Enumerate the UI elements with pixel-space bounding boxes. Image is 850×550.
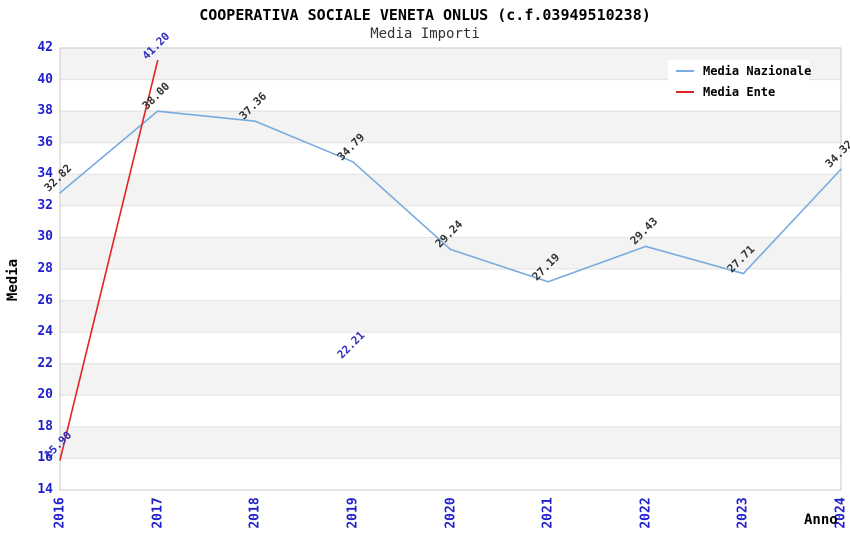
chart-subtitle: Media Importi <box>370 26 480 42</box>
x-tick-label: 2016 <box>52 497 68 529</box>
grid-band <box>60 237 841 269</box>
x-tick-label: 2020 <box>443 497 458 529</box>
grid-band <box>60 363 841 396</box>
x-tick-label: 2017 <box>150 497 166 529</box>
legend: Media Nazionale Media Ente <box>668 60 812 102</box>
grid-band <box>60 174 841 206</box>
x-tick-label: 2023 <box>735 497 751 529</box>
legend-item-media-ente: Media Ente <box>668 81 809 102</box>
media-nazionale-line <box>352 161 452 251</box>
media-ente-line-swatch <box>676 90 694 93</box>
y-tick-label: 18 <box>37 418 53 434</box>
chart-title: COOPERATIVA SOCIALE VENETA ONLUS (c.f.03… <box>199 6 651 24</box>
y-tick-label: 16 <box>37 450 53 466</box>
y-tick-label: 40 <box>37 71 53 87</box>
y-tick-label: 38 <box>37 103 53 119</box>
legend-item-media-nazionale: Media Nazionale <box>668 60 812 81</box>
x-tick-label: 2019 <box>345 497 361 529</box>
media-nazionale-line <box>644 245 745 275</box>
media-ente-line <box>59 59 159 461</box>
y-tick-label: 20 <box>37 387 53 403</box>
grid-band <box>60 300 841 333</box>
legend-label: Media Nazionale <box>703 63 812 78</box>
y-tick-label: 30 <box>37 229 53 245</box>
media-nazionale-line <box>254 120 354 163</box>
y-tick-label: 32 <box>37 197 53 213</box>
media-nazionale-line <box>156 110 257 123</box>
y-axis-title: Media <box>5 258 21 302</box>
y-tick-label: 22 <box>37 355 53 371</box>
media-nazionale-line <box>449 248 549 283</box>
x-tick-label: 2018 <box>247 497 263 529</box>
y-tick-label: 24 <box>37 324 53 340</box>
grid-band <box>60 426 841 459</box>
media-nazionale-line <box>547 245 647 283</box>
y-tick-label: 14 <box>37 482 53 497</box>
legend-label: Media Ente <box>703 84 776 99</box>
y-tick-label: 26 <box>37 292 53 308</box>
media-nazionale-line-swatch <box>676 69 694 72</box>
plot-border <box>59 47 842 491</box>
x-tick-label: 2021 <box>540 497 556 529</box>
grid-band <box>60 111 841 143</box>
y-tick-label: 34 <box>37 166 53 182</box>
y-tick-label: 42 <box>37 40 53 55</box>
y-tick-label: 36 <box>37 134 53 150</box>
x-tick-label: 2022 <box>638 497 654 529</box>
media-nazionale-line <box>742 168 842 275</box>
x-axis-title: Anno <box>804 512 838 528</box>
y-tick-label: 28 <box>37 261 53 276</box>
